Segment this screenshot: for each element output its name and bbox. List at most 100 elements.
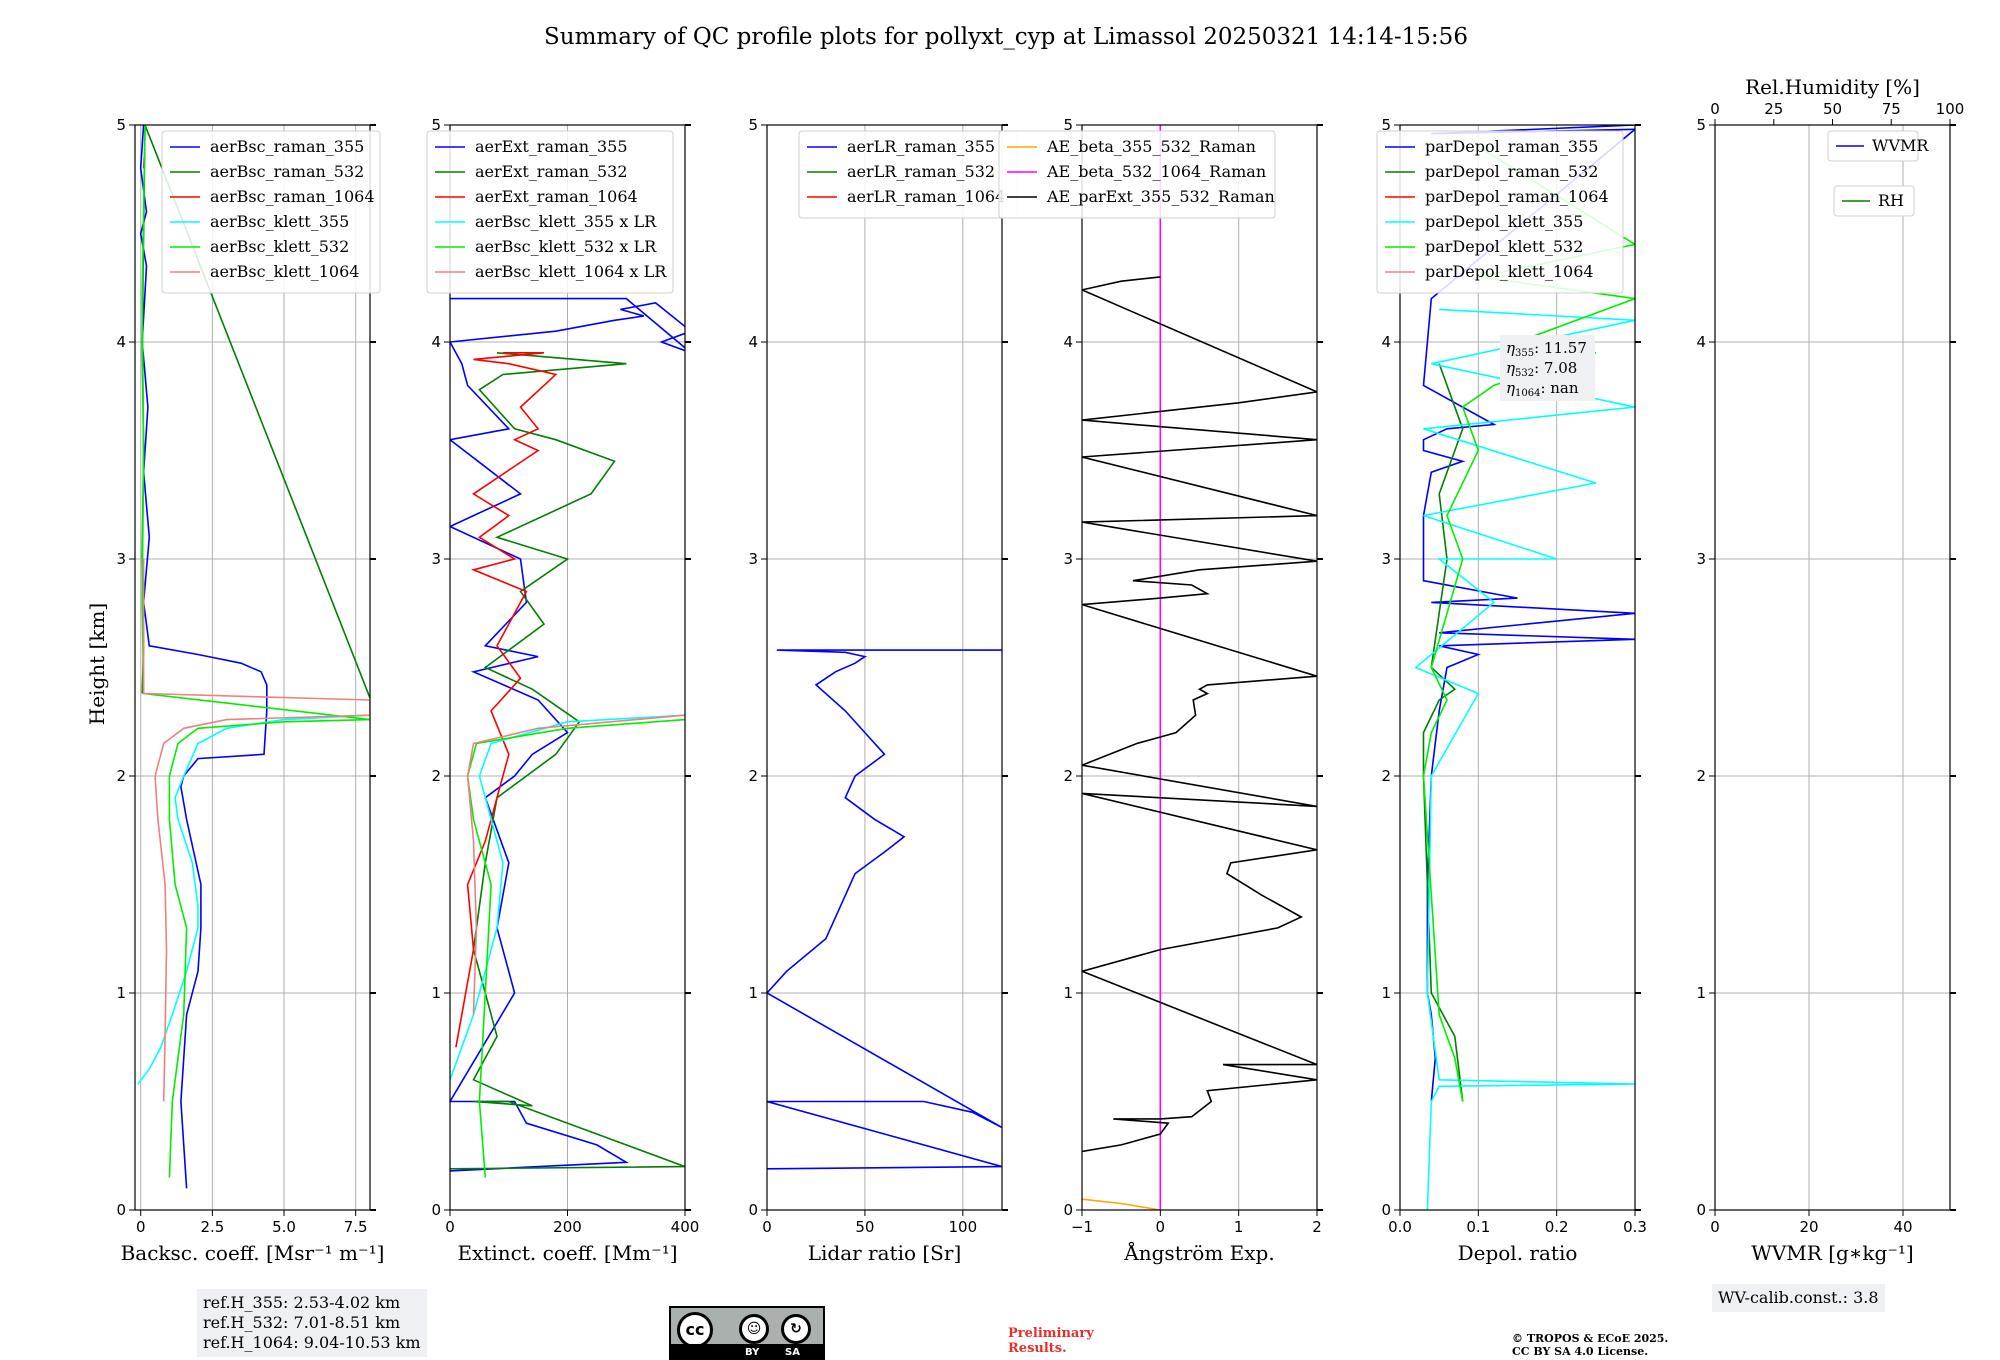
series-line-1 <box>139 125 268 1189</box>
y-tick-label: 3 <box>748 550 758 568</box>
legend-label: aerLR_raman_1064 <box>847 187 1005 206</box>
x-axis-label: Depol. ratio <box>1458 1241 1578 1265</box>
legend-label: parDepol_raman_1064 <box>1425 187 1609 206</box>
legend-label: parDepol_klett_355 <box>1425 212 1583 231</box>
y-tick-label: 5 <box>748 116 758 134</box>
preliminary-results-note: Preliminary Results. <box>1008 1326 1148 1356</box>
legend-label: AE_beta_532_1064_Raman <box>1046 162 1266 181</box>
cc-logo-icon: cc <box>677 1312 713 1348</box>
eta-355: η355: 11.57 <box>1506 339 1587 359</box>
legend-label: aerBsc_raman_355 <box>210 137 364 156</box>
y-tick-label: 5 <box>431 116 441 134</box>
y-tick-label: 2 <box>431 767 441 785</box>
y-tick-label: 3 <box>116 550 126 568</box>
legend-label: aerExt_raman_355 <box>475 137 628 156</box>
series-line-1 <box>1422 125 1635 1102</box>
x-tick-label: 0.0 <box>1388 1218 1412 1236</box>
axes-frame <box>1081 124 1318 1211</box>
eta-annotation-box <box>1500 335 1595 401</box>
legend-label-rh: RH <box>1878 191 1904 210</box>
y-tick-label: 0 <box>116 1201 126 1219</box>
legend-label-wvmr: WVMR <box>1872 136 1929 155</box>
axes-frame <box>1399 124 1636 1211</box>
legend-box-wvmr <box>1827 130 1919 162</box>
y-tick-label: 2 <box>1381 767 1391 785</box>
y-tick-label: 4 <box>1696 333 1706 351</box>
legend-box <box>998 130 1276 219</box>
y-tick-label: 3 <box>1381 550 1391 568</box>
y-tick-label: 1 <box>1063 984 1073 1002</box>
series-line-1 <box>450 297 685 1172</box>
legend: aerBsc_raman_355 aerBsc_raman_532 aerBsc_r… <box>161 130 381 294</box>
x-tick-label: 0.1 <box>1466 1218 1490 1236</box>
x-tick-label: 2 <box>1312 1218 1322 1236</box>
series-group <box>137 125 370 1189</box>
x-tick-label: 5.0 <box>272 1218 296 1236</box>
legend-label: aerBsc_klett_355 <box>210 212 349 231</box>
x-tick-label: 2.5 <box>200 1218 224 1236</box>
figure-title: Summary of QC profile plots for pollyxt_… <box>544 24 1468 50</box>
share-alike-icon: ↻ <box>781 1314 811 1344</box>
x-axis-label: Ångström Exp. <box>1123 1240 1274 1265</box>
wv-calibration-text: WV-calib.const.: 3.8 <box>1718 1288 1879 1307</box>
legend-box <box>426 130 674 294</box>
ref-height-355: ref.H_355: 2.53-4.02 km <box>203 1293 401 1312</box>
x2-tick-label: 100 <box>1936 100 1965 118</box>
x-tick-label: 200 <box>553 1218 582 1236</box>
y-tick-label: 5 <box>116 116 126 134</box>
reference-height-box: ref.H_355: 2.53-4.02 km ref.H_532: 7.01-… <box>197 1289 427 1357</box>
y-tick-label: 4 <box>1381 333 1391 351</box>
x2-tick-label: 50 <box>1823 100 1842 118</box>
x2-axis-label: Rel.Humidity [%] <box>1745 75 1920 99</box>
y-tick-label: 1 <box>1696 984 1706 1002</box>
series-group <box>767 649 1002 1170</box>
y-tick-label: 4 <box>116 333 126 351</box>
cc-by-sa-license-badge: cc ☺ ↻ BY SA <box>669 1306 825 1360</box>
copyright-line1: © TROPOS & ECoE 2025. <box>1512 1332 1669 1345</box>
axes-frame <box>766 124 1003 1211</box>
series-line-4 <box>1414 308 1635 1210</box>
x-axis-label: WVMR [g∗kg⁻¹] <box>1751 1241 1913 1265</box>
x-tick-label: 0 <box>762 1218 772 1236</box>
x-tick-label: 0.3 <box>1623 1218 1647 1236</box>
preliminary-line2: Results. <box>1008 1341 1067 1356</box>
series-line-5 <box>1422 146 1635 1102</box>
y-tick-label: 5 <box>1381 116 1391 134</box>
y-axis-label: Height [km] <box>85 603 109 725</box>
axes-frame <box>134 124 371 1211</box>
series-line-1 <box>767 649 1002 1170</box>
x-tick-label: 40 <box>1893 1218 1912 1236</box>
x-tick-label: 1 <box>1234 1218 1244 1236</box>
y-tick-label: 0 <box>431 1201 441 1219</box>
x-tick-label: 0 <box>1710 1218 1720 1236</box>
series-line-2 <box>1422 363 1464 1102</box>
wv-calibration-box: WV-calib.const.: 3.8 <box>1712 1284 1885 1312</box>
x-tick-label: 0 <box>1156 1218 1166 1236</box>
legend-label: parDepol_raman_355 <box>1425 137 1598 156</box>
x-axis-label: Lidar ratio [Sr] <box>808 1241 962 1265</box>
legend-box <box>1376 130 1624 294</box>
ref-height-1064: ref.H_1064: 9.04-10.53 km <box>203 1333 421 1352</box>
y-tick-label: 0 <box>1381 1201 1391 1219</box>
x2-tick-label: 0 <box>1710 100 1720 118</box>
legend-label: aerBsc_raman_532 <box>210 162 364 181</box>
legend-label: aerLR_raman_532 <box>847 162 995 181</box>
x-tick-label: 0 <box>136 1218 146 1236</box>
panels: 0 2.5 5.0 7.5 0 1 2 3 4 5 Backsc. coeff. [Msr⁻¹ m⁻… <box>116 75 1964 1265</box>
y-tick-label: 0 <box>748 1201 758 1219</box>
legend-box <box>161 130 381 294</box>
y-tick-label: 4 <box>431 333 441 351</box>
legend-label: AE_parExt_355_532_Raman <box>1046 187 1275 206</box>
series-group <box>1414 125 1635 1210</box>
legend-label: parDepol_klett_1064 <box>1425 262 1594 281</box>
panel-2: 0 200 400 0 1 2 3 4 5 Extinct. coeff. [Mm⁻¹] aerEx… <box>426 116 699 1265</box>
axes-frame <box>1714 124 1951 1211</box>
legend-label: aerBsc_klett_1064 <box>210 262 359 281</box>
y-tick-label: 4 <box>1063 333 1073 351</box>
panel-6: 0 20 40 0 1 2 3 4 5 WVMR [g∗kg⁻¹] 0 25 50 75 100 Rel.Hu… <box>1696 75 1964 1265</box>
x-axis-label: Backsc. coeff. [Msr⁻¹ m⁻¹] <box>121 1241 385 1265</box>
y-tick-label: 2 <box>1696 767 1706 785</box>
y-tick-label: 1 <box>1381 984 1391 1002</box>
